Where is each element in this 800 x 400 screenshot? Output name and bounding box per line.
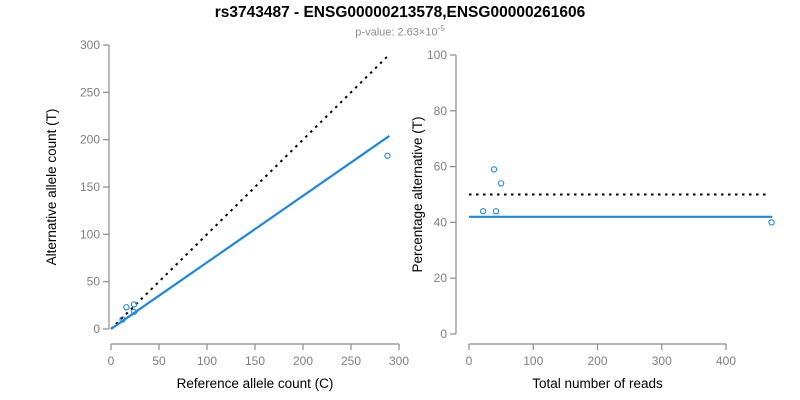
data-point [130,301,138,308]
data-point [768,219,775,226]
data-point [490,166,498,173]
data-point [479,208,487,215]
y-tick-label: 300 [80,38,100,52]
identity-line [110,55,389,330]
p-value-exponent: -5 [437,24,445,33]
chart-title: rs3743487 - ENSG00000213578,ENSG00000261… [214,4,586,21]
x-axis-title: Reference allele count (C) [177,376,334,391]
fit-line [110,134,391,330]
data-point [123,304,130,311]
y-tick-label: 0 [93,322,100,336]
data-point [497,180,505,187]
chart-subtitle: p-value: 2.63×10-5 [0,24,800,39]
y-axis-title: Alternative allele count (T) [44,109,59,266]
x-tick-label: 150 [245,354,265,368]
x-tick-label: 300 [389,354,409,368]
y-tick-label: 0 [440,327,447,341]
y-tick-label: 50 [87,275,101,289]
x-tick-label: 50 [152,354,166,368]
x-tick-label: 100 [197,354,217,368]
x-tick-label: 250 [341,354,361,368]
y-tick-label: 40 [434,215,448,229]
y-tick-label: 150 [80,180,100,194]
y-tick-label: 20 [434,271,448,285]
y-tick-label: 100 [80,227,100,241]
y-tick-label: 250 [80,85,100,99]
data-point [130,308,138,316]
x-axis-title: Total number of reads [532,376,663,391]
x-tick-label: 400 [716,354,736,368]
p-value-text: p-value: 2.63×10 [355,26,438,39]
x-tick-label: 0 [466,354,473,368]
data-point [384,152,391,159]
y-tick-label: 100 [427,48,447,62]
y-axis-title: Percentage alternative (T) [410,116,425,272]
x-tick-label: 200 [587,354,607,368]
y-tick-label: 200 [80,133,100,147]
y-tick-label: 60 [434,160,448,174]
data-point [119,316,126,323]
data-point [492,208,500,215]
x-tick-label: 300 [652,354,672,368]
x-tick-label: 200 [293,354,313,368]
y-tick-label: 80 [434,104,448,118]
x-tick-label: 100 [523,354,543,368]
x-tick-label: 0 [108,354,115,368]
